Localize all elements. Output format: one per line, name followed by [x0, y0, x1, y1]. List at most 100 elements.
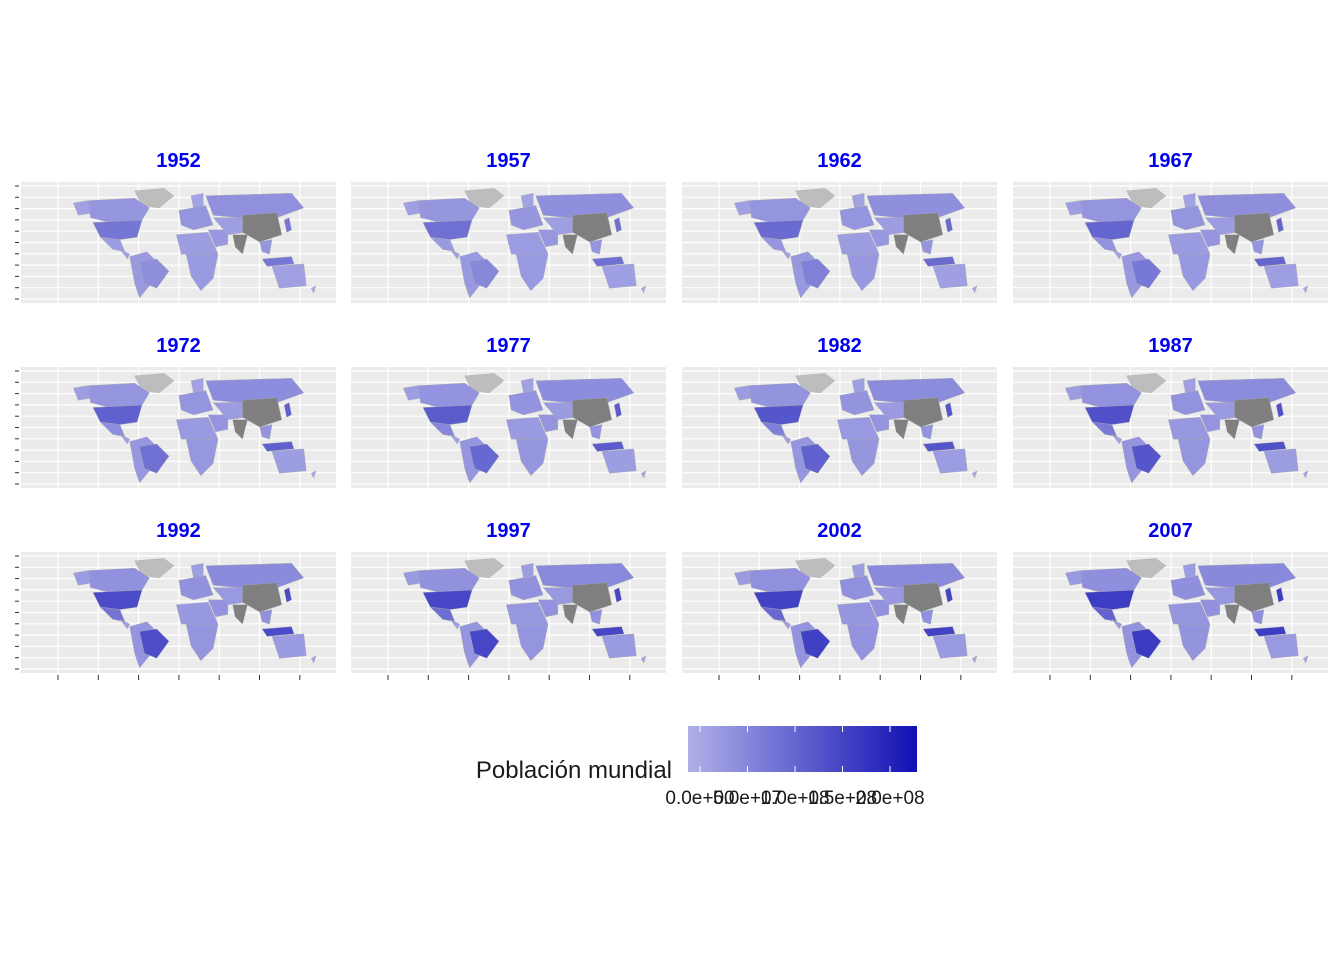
country-japan	[284, 402, 292, 418]
panel-title: 1957	[486, 150, 531, 172]
panel-1967: 1967	[1013, 150, 1333, 303]
country-australia	[601, 263, 637, 289]
world-map	[403, 558, 647, 669]
world-map	[734, 188, 978, 299]
country-africa-south	[1177, 623, 1211, 661]
country-india	[1224, 604, 1240, 625]
panel-1992: 1992	[15, 520, 341, 680]
country-canada	[1079, 197, 1142, 223]
country-scandinavia	[1182, 193, 1196, 209]
panel-1987: 1987	[1013, 335, 1333, 488]
country-australia	[1263, 448, 1299, 474]
country-central-america	[780, 434, 791, 445]
country-new-zealand	[971, 655, 978, 664]
country-scandinavia	[851, 378, 865, 394]
country-central-america	[1111, 434, 1122, 445]
country-brazil	[1131, 258, 1162, 289]
country-brazil	[139, 258, 170, 289]
country-middle-east	[537, 414, 559, 433]
world-map	[1065, 373, 1309, 484]
country-australia	[271, 448, 307, 474]
country-india	[893, 604, 909, 625]
country-central-america	[780, 249, 791, 260]
country-china	[572, 582, 612, 613]
world-map	[1065, 558, 1309, 669]
country-usa	[422, 404, 473, 425]
panel-title: 1962	[817, 150, 862, 172]
country-new-zealand	[1302, 655, 1309, 664]
country-middle-east	[868, 229, 890, 248]
country-china	[903, 397, 943, 428]
country-usa	[753, 404, 804, 425]
world-map	[734, 558, 978, 669]
panel-title: 1997	[486, 520, 531, 542]
country-central-america	[1111, 619, 1122, 630]
country-australia	[1263, 633, 1299, 659]
country-china	[242, 212, 282, 243]
country-africa-south	[185, 623, 219, 661]
panel-title: 1982	[817, 335, 862, 357]
country-scandinavia	[190, 378, 204, 394]
country-australia	[932, 633, 968, 659]
country-canada	[748, 567, 811, 593]
legend-tick-label: 1.5e+08	[808, 788, 877, 809]
country-scandinavia	[851, 563, 865, 579]
country-africa-south	[1177, 438, 1211, 476]
country-europe	[839, 205, 875, 231]
country-new-zealand	[640, 470, 647, 479]
country-australia	[601, 633, 637, 659]
country-africa-south	[515, 438, 549, 476]
legend-tick-label: 0.0e+00	[665, 788, 734, 809]
country-canada	[1079, 567, 1142, 593]
country-usa	[1084, 219, 1135, 240]
country-usa	[92, 404, 143, 425]
panel-1972: 1972	[15, 335, 341, 488]
country-middle-east	[868, 414, 890, 433]
country-australia	[1263, 263, 1299, 289]
country-se-asia	[259, 424, 273, 440]
country-australia	[601, 448, 637, 474]
country-scandinavia	[1182, 563, 1196, 579]
country-middle-east	[207, 229, 229, 248]
country-usa	[92, 589, 143, 610]
country-canada	[417, 197, 480, 223]
country-middle-east	[1199, 229, 1221, 248]
country-japan	[284, 217, 292, 233]
country-india	[562, 234, 578, 255]
legend-tick-label: 1.0e+08	[760, 788, 829, 809]
legend: Población mundial 0.0e+005.0e+071.0e+081…	[476, 726, 925, 809]
country-india	[562, 604, 578, 625]
world-map	[403, 373, 647, 484]
country-india	[562, 419, 578, 440]
country-australia	[271, 263, 307, 289]
country-scandinavia	[190, 563, 204, 579]
panel-title: 1977	[486, 335, 531, 357]
country-china	[242, 397, 282, 428]
country-se-asia	[589, 609, 603, 625]
country-se-asia	[589, 239, 603, 255]
country-europe	[1170, 205, 1206, 231]
country-africa-south	[846, 253, 880, 291]
country-europe	[1170, 575, 1206, 601]
panel-title: 1952	[156, 150, 201, 172]
country-new-zealand	[310, 655, 317, 664]
world-map	[734, 373, 978, 484]
country-usa	[753, 219, 804, 240]
country-indonesia	[591, 626, 625, 637]
country-china	[1234, 212, 1274, 243]
panel-1977: 1977	[351, 335, 671, 488]
country-japan	[614, 587, 622, 603]
country-china	[242, 582, 282, 613]
legend-tick-label: 5.0e+07	[713, 788, 782, 809]
country-brazil	[469, 443, 500, 474]
country-se-asia	[1251, 239, 1265, 255]
country-europe	[1170, 390, 1206, 416]
country-central-america	[119, 434, 130, 445]
country-central-america	[1111, 249, 1122, 260]
panel-title: 2007	[1148, 520, 1193, 542]
country-usa	[1084, 589, 1135, 610]
country-australia	[271, 633, 307, 659]
country-new-zealand	[1302, 285, 1309, 294]
panel-1962: 1962	[682, 150, 1002, 303]
country-indonesia	[1253, 441, 1287, 452]
